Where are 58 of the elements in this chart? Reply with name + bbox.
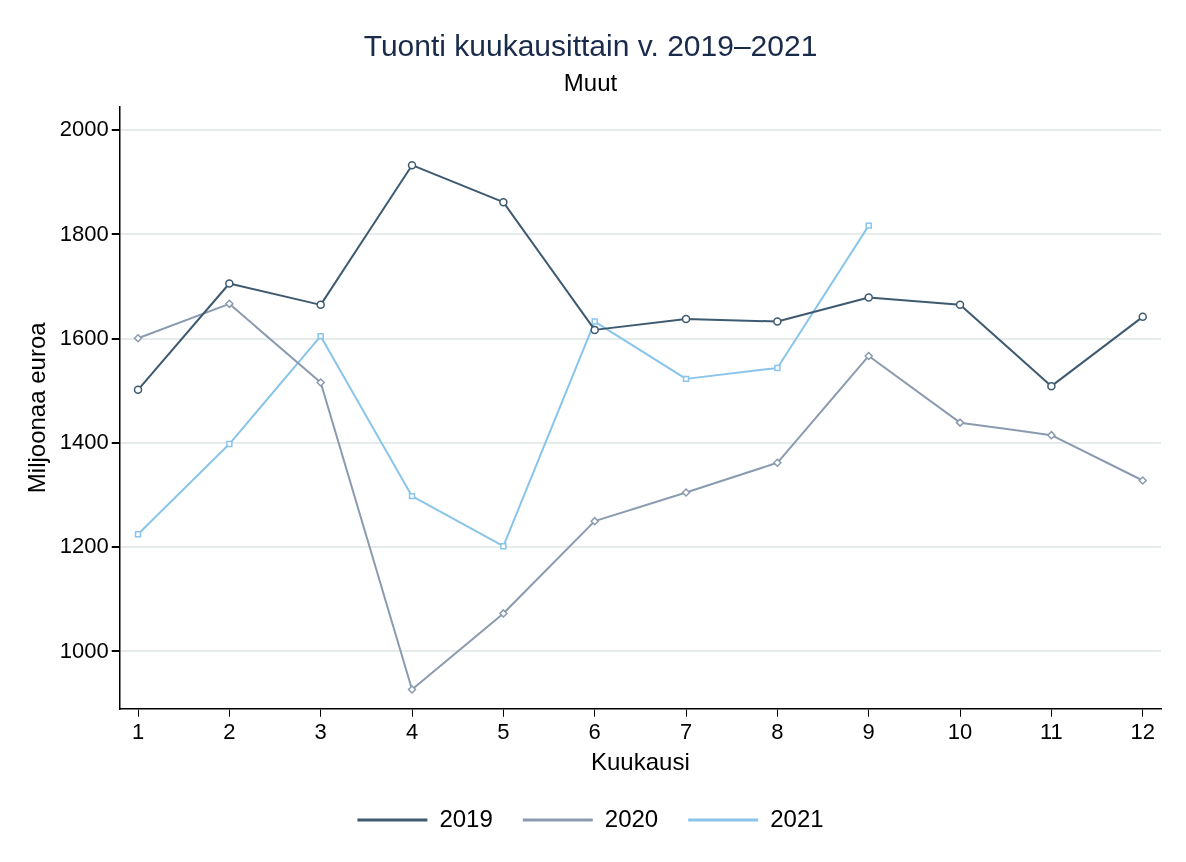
- point: [773, 317, 782, 326]
- y-tick-label: 2000: [59, 116, 109, 142]
- x-axis-title: Kuukausi: [591, 748, 690, 776]
- point: [681, 314, 691, 324]
- x-tick-label: 10: [947, 719, 973, 745]
- y-tick-label: 1400: [59, 429, 109, 455]
- point: [864, 351, 873, 361]
- y-axis-title: Miljoonaa euroa: [23, 321, 51, 494]
- point: [408, 492, 416, 500]
- point: [1138, 476, 1147, 485]
- point: [500, 542, 507, 550]
- x-tick-label: 4: [405, 719, 419, 745]
- x-tick-label: 9: [862, 719, 875, 745]
- y-tick-label: 1600: [59, 324, 109, 350]
- y-tick-label: 1200: [59, 533, 109, 559]
- point: [225, 279, 234, 288]
- x-tick-label: 2: [223, 719, 236, 745]
- point: [773, 458, 782, 468]
- point: [590, 325, 599, 335]
- legend-label: 2019: [439, 804, 493, 832]
- legend-label: 2020: [604, 804, 659, 832]
- point: [774, 364, 781, 372]
- x-tick-label: 11: [1039, 719, 1063, 745]
- point: [681, 488, 691, 497]
- x-tick-label: 6: [588, 719, 601, 745]
- point: [407, 685, 417, 694]
- x-tick-label: 3: [314, 719, 327, 745]
- point: [133, 385, 143, 395]
- point: [225, 299, 234, 309]
- chart-subtitle: Muut: [563, 69, 618, 97]
- chart-title: Tuonti kuukausittain v. 2019–2021: [363, 29, 818, 63]
- point: [499, 197, 508, 207]
- x-tick-label: 12: [1130, 719, 1155, 745]
- point: [955, 418, 965, 427]
- x-tick-label: 5: [497, 719, 510, 745]
- x-tick-label: 1: [131, 719, 145, 745]
- point: [865, 222, 872, 229]
- point: [590, 516, 599, 526]
- point: [1047, 430, 1056, 440]
- point: [316, 300, 325, 310]
- point: [407, 160, 417, 170]
- point: [226, 440, 233, 448]
- point: [316, 378, 325, 387]
- point: [317, 332, 324, 340]
- legend-label: 2021: [770, 804, 824, 832]
- point: [955, 300, 965, 310]
- point: [133, 333, 143, 343]
- point: [499, 609, 508, 618]
- point: [591, 318, 598, 325]
- y-tick-label: 1800: [59, 220, 109, 246]
- point: [134, 530, 142, 538]
- y-tick-label: 1000: [59, 637, 109, 663]
- point: [864, 293, 873, 302]
- x-tick-label: 8: [771, 719, 784, 745]
- x-tick-label: 7: [679, 719, 693, 745]
- point: [1138, 312, 1147, 322]
- point: [1047, 381, 1056, 391]
- point: [682, 375, 690, 383]
